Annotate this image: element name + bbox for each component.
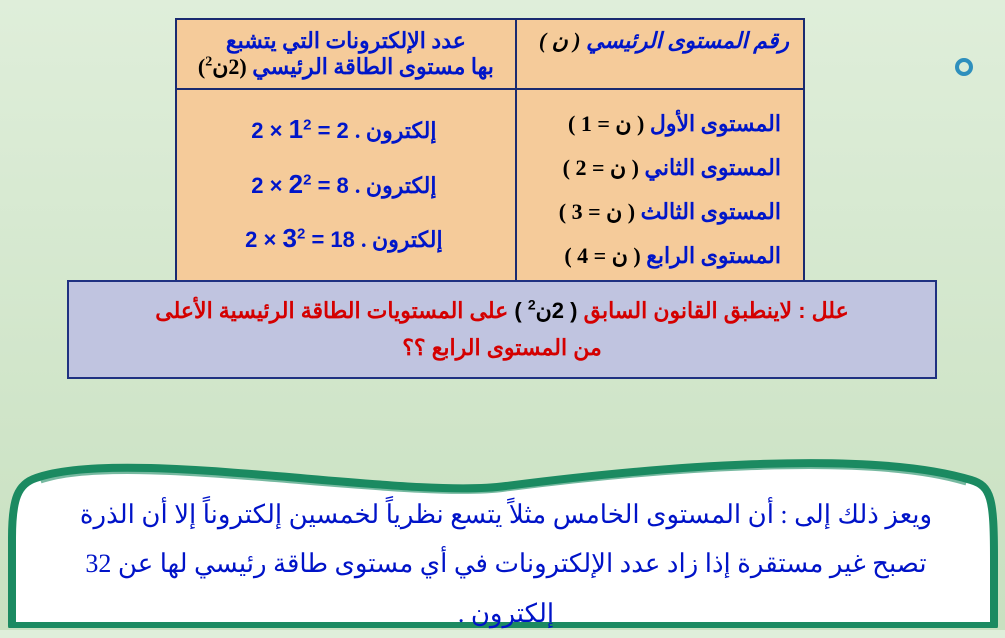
header-left-cell: عدد الإلكترونات التي يتشبع بها مستوى الط…: [177, 20, 515, 88]
header-left-line1: عدد الإلكترونات التي يتشبع: [191, 28, 501, 54]
header-left-line2: بها مستوى الطاقة الرئيسي (2ن2): [191, 54, 501, 80]
question-text: علل : لاينطبق القانون السابق ( 2ن2 ) على…: [83, 292, 921, 367]
table-row: المستوى الثاني ( ن = 2 ): [539, 146, 781, 190]
header-n-paren: ( ن ): [539, 28, 581, 53]
explanation-banner: ويعز ذلك إلى : أن المستوى الخامس مثلاً ي…: [6, 438, 999, 618]
table-row: 2 × 32 = 18 إلكترون .: [245, 211, 446, 266]
header-level-title: رقم المستوى الرئيسي: [586, 28, 789, 53]
table-row: 2 × 12 = 2 إلكترون .: [251, 102, 440, 157]
explanation-text: ويعز ذلك إلى : أن المستوى الخامس مثلاً ي…: [66, 490, 946, 638]
table-row: المستوى الثالث ( ن = 3 ): [539, 190, 781, 234]
question-formula: ( 2ن2 ): [514, 298, 577, 323]
table-row: المستوى الأول ( ن = 1 ): [539, 102, 781, 146]
table-row: المستوى الرابع ( ن = 4 ): [539, 234, 781, 278]
table-row: 2 × 22 = 8 إلكترون .: [251, 157, 440, 212]
decorative-ring: [955, 58, 973, 76]
header-right-cell: رقم المستوى الرئيسي ( ن ): [515, 20, 803, 88]
header-formula: (2ن2): [198, 54, 247, 79]
table-header-row: رقم المستوى الرئيسي ( ن ) عدد الإلكترونا…: [177, 20, 803, 90]
question-box: علل : لاينطبق القانون السابق ( 2ن2 ) على…: [67, 280, 937, 379]
